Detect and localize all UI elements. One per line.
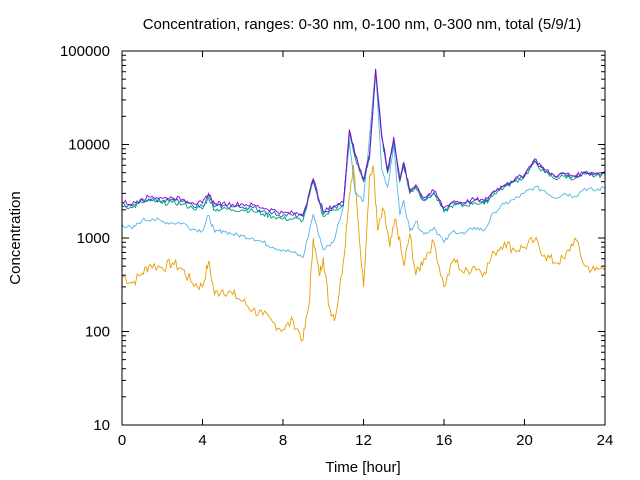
x-tick-label: 24	[597, 432, 614, 449]
y-tick-label: 100000	[60, 43, 110, 60]
x-tick-label: 16	[436, 432, 453, 449]
plot-frame	[121, 50, 606, 426]
x-tick-label: 4	[198, 432, 206, 449]
x-axis: 0 4 8 12 16 20 24	[118, 51, 614, 449]
series-line-5	[121, 69, 606, 217]
chart-title: Concentration, ranges: 0-30 nm, 0-100 nm…	[143, 16, 582, 33]
y-tick-label: 100	[85, 324, 110, 341]
series-line-1	[121, 165, 606, 342]
x-tick-label: 12	[355, 432, 372, 449]
y-tick-label: 10	[93, 417, 110, 434]
y-tick-label: 10000	[68, 137, 110, 154]
series-line-2	[121, 68, 606, 258]
series-line-3	[121, 71, 606, 223]
series-layer	[121, 68, 606, 342]
x-tick-label: 20	[516, 432, 533, 449]
y-axis-label: Concentration	[7, 191, 24, 284]
x-tick-label: 0	[118, 432, 126, 449]
x-axis-label: Time [hour]	[325, 459, 400, 476]
y-axis: 10 100 1000 10000 100000	[60, 43, 605, 434]
x-tick-label: 8	[279, 432, 287, 449]
y-tick-label: 1000	[77, 230, 110, 247]
